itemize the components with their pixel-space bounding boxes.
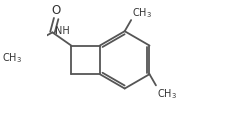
Text: CH$_3$: CH$_3$ — [132, 6, 152, 20]
Text: CH$_3$: CH$_3$ — [157, 87, 177, 100]
Text: O: O — [52, 4, 61, 17]
Text: NH: NH — [55, 26, 70, 36]
Text: CH$_3$: CH$_3$ — [2, 51, 22, 65]
